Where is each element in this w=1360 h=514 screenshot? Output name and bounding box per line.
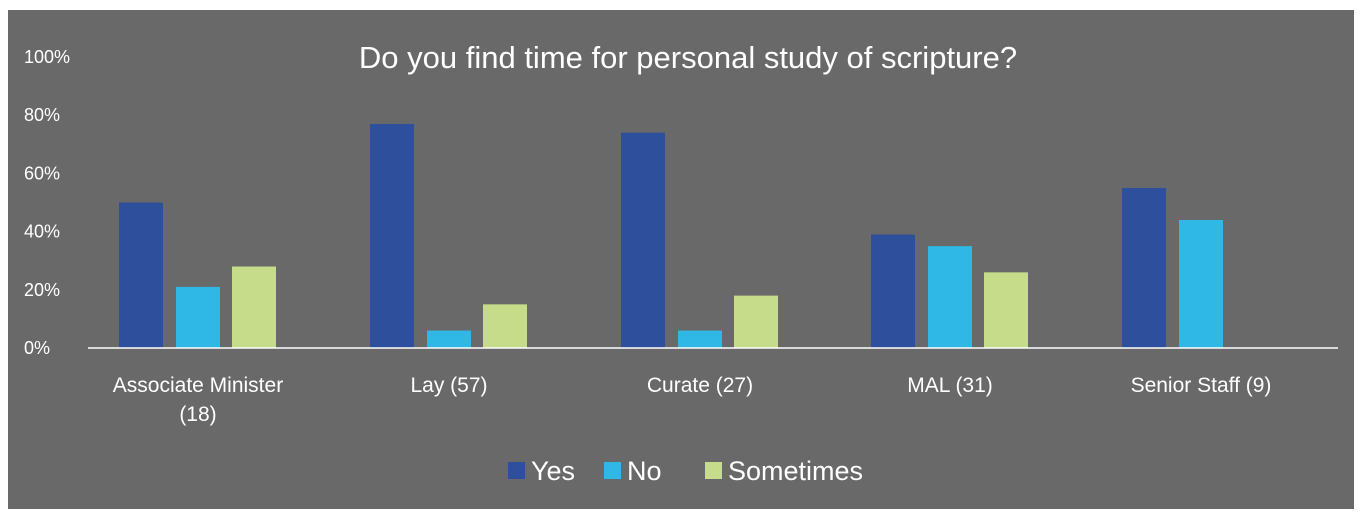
y-tick-label: 40% bbox=[24, 222, 60, 242]
legend-label-no: No bbox=[627, 456, 662, 486]
legend-swatch-yes bbox=[508, 462, 525, 479]
legend-swatch-sometimes bbox=[705, 462, 722, 479]
bar-no bbox=[1179, 219, 1223, 348]
y-tick-label: 80% bbox=[24, 105, 60, 125]
legend-label-yes: Yes bbox=[531, 456, 575, 486]
bar-sometimes bbox=[232, 266, 276, 348]
legend-swatch-no bbox=[604, 462, 621, 479]
legend: Yes No Sometimes bbox=[508, 456, 863, 486]
bar-no bbox=[678, 330, 722, 348]
bar-chart: Do you find time for personal study of s… bbox=[24, 40, 1338, 486]
legend-label-sometimes: Sometimes bbox=[728, 456, 863, 486]
y-tick-label: 100% bbox=[24, 47, 70, 67]
x-tick-label: Senior Staff (9) bbox=[1131, 374, 1272, 397]
chart-frame: Do you find time for personal study of s… bbox=[8, 10, 1354, 509]
bar-yes bbox=[370, 123, 414, 349]
bar-yes bbox=[1122, 187, 1166, 348]
y-tick-label: 60% bbox=[24, 163, 60, 183]
bar-no bbox=[928, 246, 972, 348]
bar-no bbox=[427, 330, 471, 348]
bar-yes bbox=[119, 202, 163, 348]
bar-sometimes bbox=[734, 295, 778, 348]
bar-yes bbox=[871, 234, 915, 348]
bar-sometimes bbox=[483, 304, 527, 348]
x-tick-label: Associate Minister (18) bbox=[113, 374, 283, 426]
bar-no bbox=[176, 286, 220, 348]
y-axis: 0% 20% 40% 60% 80% 100% bbox=[24, 47, 70, 358]
bars-group bbox=[119, 123, 1223, 349]
chart-title: Do you find time for personal study of s… bbox=[359, 40, 1017, 75]
y-tick-label: 20% bbox=[24, 280, 60, 300]
bar-yes bbox=[621, 132, 665, 348]
y-tick-label: 0% bbox=[24, 338, 50, 358]
x-axis: Associate Minister (18) Lay (57) Curate (27… bbox=[113, 374, 1272, 426]
x-tick-label: Curate (27) bbox=[647, 374, 753, 397]
bar-sometimes bbox=[984, 272, 1028, 348]
x-tick-label: Lay (57) bbox=[410, 374, 487, 397]
x-tick-label: MAL (31) bbox=[907, 374, 993, 397]
